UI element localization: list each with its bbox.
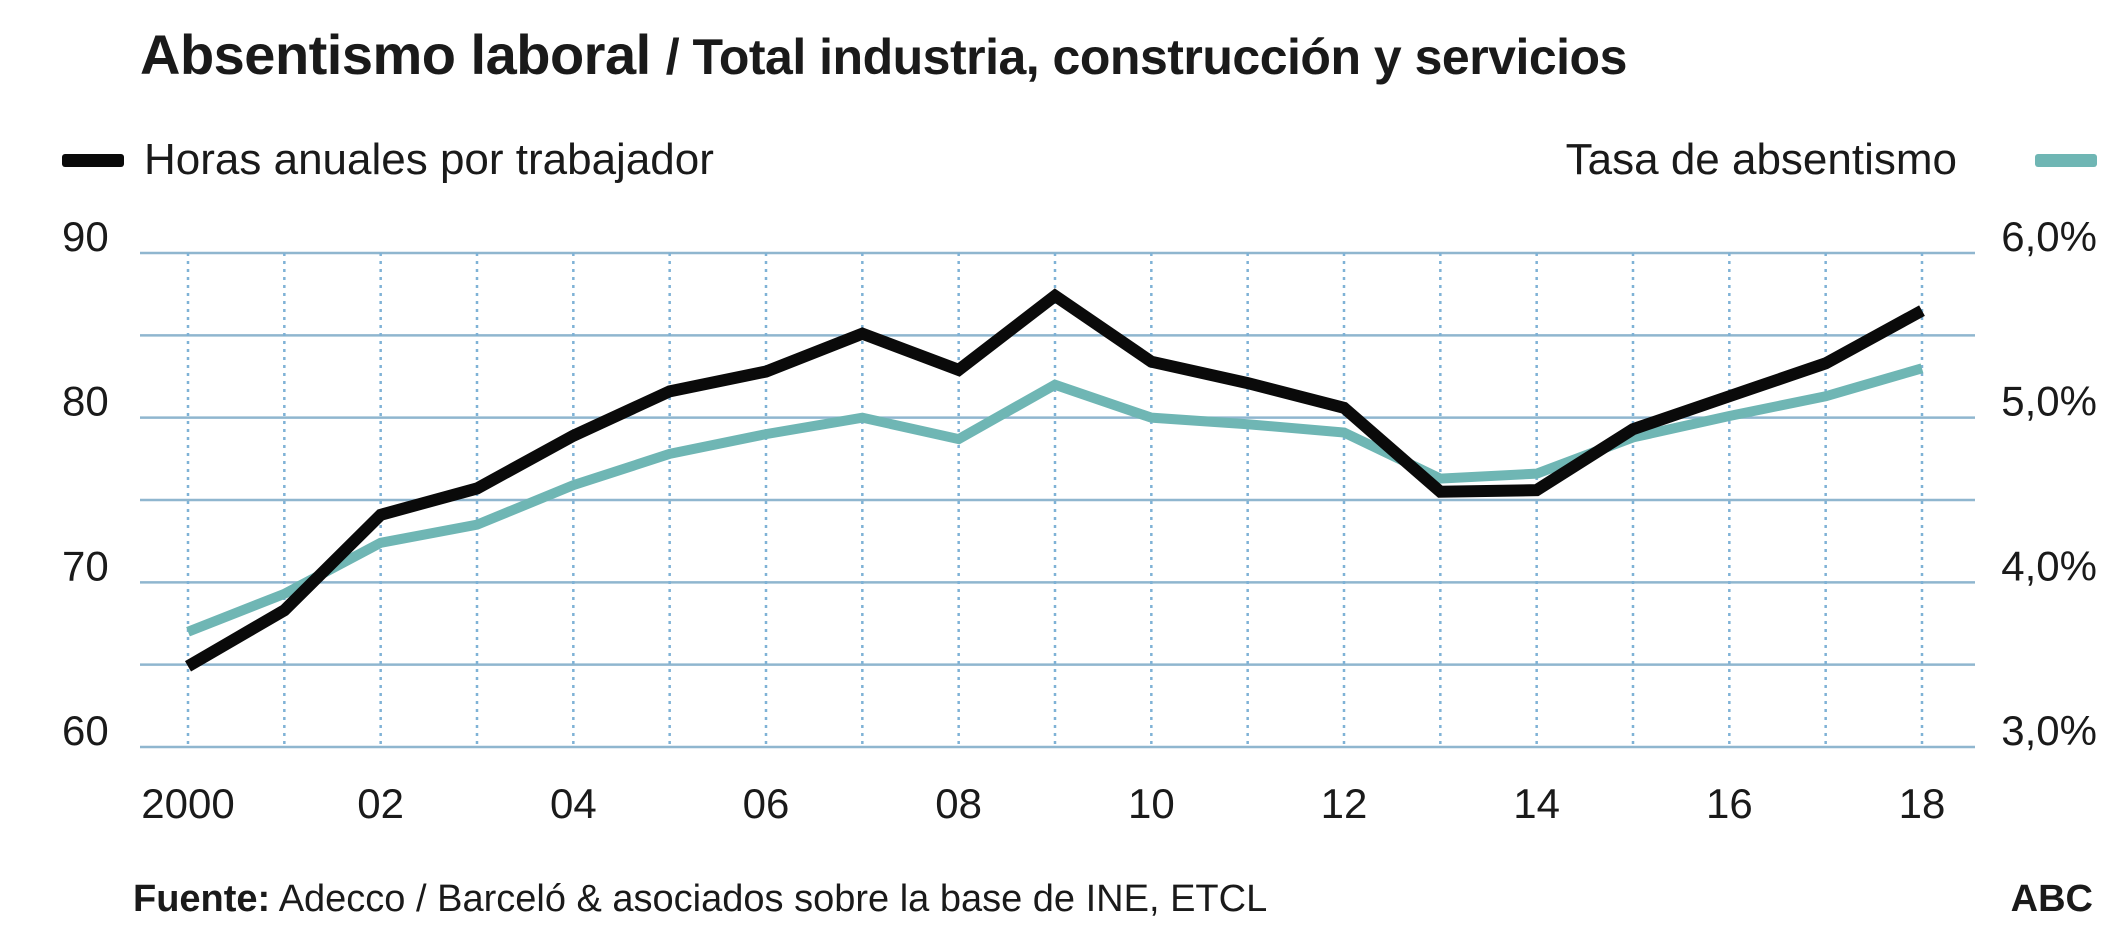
legend-rate-swatch <box>2035 153 2097 167</box>
y-left-tick-label: 80 <box>62 378 109 425</box>
series-line-hours <box>184 288 1925 672</box>
y-right-tick-label: 6,0% <box>2001 213 2097 260</box>
y-left-tick-label: 70 <box>62 542 109 589</box>
x-tick-label: 2000 <box>141 780 234 827</box>
brand-logo: ABC <box>2010 878 2093 920</box>
x-tick-label: 06 <box>743 780 790 827</box>
y-right-tick-label: 5,0% <box>2001 378 2097 425</box>
y-right-tick-label: 3,0% <box>2001 707 2097 754</box>
series-lines <box>184 288 1925 672</box>
chart-title-sub: / Total industria, construcción y servic… <box>665 29 1628 85</box>
chart-title: Absentismo laboral / Total industria, co… <box>140 22 1627 87</box>
y-axis-right-labels: 3,0% 4,0% 5,0% 6,0% <box>2001 213 2097 754</box>
y-right-tick-label: 4,0% <box>2001 542 2097 589</box>
y-left-tick-label: 90 <box>62 213 109 260</box>
x-tick-label: 02 <box>357 780 404 827</box>
x-tick-label: 14 <box>1513 780 1560 827</box>
y-left-tick-label: 60 <box>62 707 109 754</box>
x-tick-label: 10 <box>1128 780 1175 827</box>
source-note: Fuente: Adecco / Barceló & asociados sob… <box>133 878 1267 921</box>
chart-title-main: Absentismo laboral <box>140 23 651 86</box>
legend-hours: Horas anuales por trabajador <box>62 135 714 185</box>
legend-hours-label: Horas anuales por trabajador <box>144 135 714 184</box>
source-text: Adecco / Barceló & asociados sobre la ba… <box>278 878 1268 920</box>
x-tick-label: 18 <box>1899 780 1946 827</box>
series-line-rate <box>186 363 1924 637</box>
legend-hours-swatch <box>62 153 124 167</box>
legend-rate-label: Tasa de absentismo <box>1565 135 1957 184</box>
x-tick-label: 08 <box>935 780 982 827</box>
source-label: Fuente: <box>133 878 271 920</box>
x-tick-label: 04 <box>550 780 597 827</box>
y-axis-left-labels: 60 70 80 90 <box>62 213 109 754</box>
legend-rate: Tasa de absentismo <box>1566 135 2097 185</box>
x-axis-labels: 2000 02 04 06 08 10 12 14 16 18 <box>141 780 1945 827</box>
x-tick-label: 12 <box>1321 780 1368 827</box>
x-tick-label: 16 <box>1706 780 1753 827</box>
